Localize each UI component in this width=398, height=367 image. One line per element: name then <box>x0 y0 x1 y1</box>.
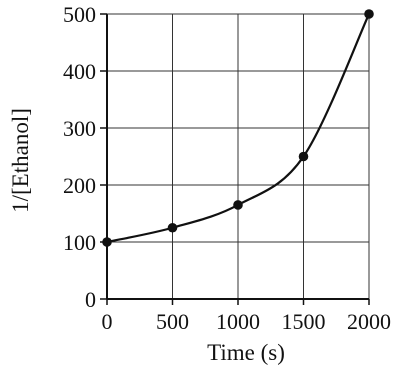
data-point <box>167 222 178 233</box>
x-tick-label: 1500 <box>282 309 326 334</box>
x-tick-label: 0 <box>102 309 113 334</box>
x-axis-label: Time (s) <box>207 340 285 365</box>
y-tick-label: 400 <box>63 59 96 84</box>
y-axis-label: 1/[Ethanol] <box>8 108 33 213</box>
y-tick-label: 200 <box>63 173 96 198</box>
y-tick-label: 300 <box>63 116 96 141</box>
y-tick-label: 100 <box>63 230 96 255</box>
data-point <box>233 200 243 210</box>
tick-labels: 0 500 1000 1500 2000 0 100 200 300 400 500 <box>63 2 391 334</box>
axis-ticks <box>100 13 370 305</box>
grid <box>107 13 370 299</box>
x-tick-label: 500 <box>156 309 189 334</box>
x-tick-label: 1000 <box>216 309 260 334</box>
series-line <box>106 13 370 244</box>
x-tick-label: 2000 <box>347 309 391 334</box>
data-point <box>298 151 309 162</box>
y-tick-label: 0 <box>85 287 96 312</box>
data-point <box>364 9 374 19</box>
y-tick-label: 500 <box>63 2 96 27</box>
data-point <box>102 237 112 247</box>
series-layer <box>102 9 374 247</box>
